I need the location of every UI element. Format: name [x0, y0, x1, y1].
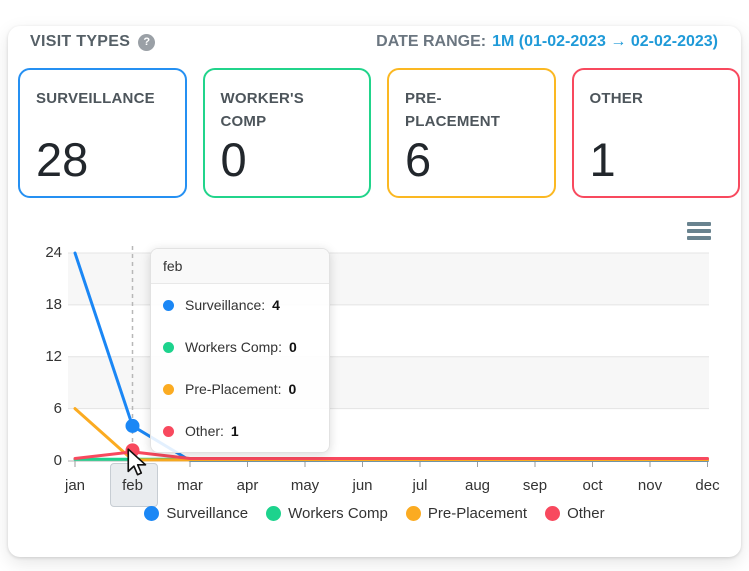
hamburger-bar	[687, 236, 711, 240]
legend-item-pre-placement[interactable]: Pre-Placement	[405, 505, 528, 522]
tooltip-title: feb	[151, 249, 329, 284]
pre-placement-legend-dot	[405, 506, 421, 521]
tooltip-series-value: 1	[230, 423, 239, 439]
card-other: OTHER 1	[571, 68, 740, 198]
y-axis-label: 0	[53, 451, 62, 469]
tooltip-series-name: Pre-Placement:	[185, 381, 282, 397]
hamburger-bar	[687, 229, 711, 233]
legend-label: Surveillance	[166, 505, 249, 522]
x-axis-label: nov	[637, 477, 663, 494]
tooltip-series-value: 0	[288, 381, 297, 397]
tooltip-series-dot	[163, 341, 174, 353]
x-axis-label: feb	[122, 477, 143, 494]
tooltip-series-value: 0	[288, 339, 297, 355]
card-workers-comp: WORKER'S COMP 0	[202, 68, 371, 198]
legend-label: Pre-Placement	[427, 505, 528, 522]
page-title: VISIT TYPES	[30, 33, 131, 50]
y-axis-label: 12	[45, 347, 62, 365]
summary-cards-row: SURVEILLANCE 28 WORKER'S COMP 0 PRE-PLAC…	[18, 68, 740, 198]
legend-item-other[interactable]: Other	[545, 505, 605, 522]
chart-menu-hamburger-icon[interactable]	[687, 222, 711, 240]
x-axis-label: sep	[522, 477, 548, 494]
card-label: SURVEILLANCE	[36, 90, 155, 107]
x-axis-label: jul	[412, 477, 428, 494]
card-value: 28	[36, 132, 89, 186]
x-axis-label: mar	[177, 477, 203, 494]
x-axis-label: may	[290, 477, 320, 494]
legend-label: Workers Comp	[288, 505, 388, 522]
tooltip-series-name: Surveillance:	[185, 297, 266, 313]
hamburger-bar	[687, 222, 711, 226]
widget-header-right: DATE RANGE: 1M (01-02-2023 → 02-02-2023)	[376, 33, 718, 51]
y-axis-label: 24	[45, 244, 62, 261]
x-axis-label: oct	[582, 477, 603, 494]
x-axis-label: jun	[352, 477, 373, 494]
tooltip-series-name: Workers Comp:	[185, 339, 282, 355]
workers-comp-legend-dot	[266, 506, 282, 521]
legend-item-workers-comp[interactable]: Workers Comp	[266, 505, 388, 522]
chart-tooltip: feb Surveillance: 4 Workers Comp: 0 Pre-Plac…	[150, 248, 330, 453]
card-pre-placement: PRE-PLACEMENT 6	[387, 68, 556, 198]
x-axis-label: aug	[464, 477, 491, 494]
tooltip-body: Surveillance: 4 Workers Comp: 0 Pre-Placemen…	[151, 284, 329, 452]
tooltip-series-dot	[163, 383, 174, 395]
tooltip-series-dot	[163, 299, 174, 311]
tooltip-row: Surveillance: 4	[151, 284, 329, 326]
card-value: 0	[220, 132, 247, 186]
widget-header-left: VISIT TYPES ?	[30, 33, 156, 51]
card-label: PRE-PLACEMENT	[405, 90, 501, 130]
x-axis-label: apr	[236, 477, 259, 494]
x-axis-label: dec	[695, 477, 720, 494]
tooltip-series-dot	[163, 425, 174, 437]
chart-legend: Surveillance Workers Comp Pre-Placement Oth…	[8, 505, 741, 522]
date-range-value[interactable]: 1M (01-02-2023 → 02-02-2023)	[492, 33, 718, 50]
y-axis-label: 18	[45, 295, 62, 313]
card-label: OTHER	[589, 90, 643, 107]
help-icon[interactable]: ?	[138, 33, 156, 51]
tooltip-row: Pre-Placement: 0	[151, 368, 329, 410]
date-range-label: DATE RANGE:	[376, 33, 487, 50]
tooltip-row: Workers Comp: 0	[151, 326, 329, 368]
card-value: 6	[405, 132, 432, 186]
tooltip-row: Other: 1	[151, 410, 329, 452]
card-value: 1	[589, 132, 616, 186]
other-legend-dot	[545, 506, 561, 521]
tooltip-series-value: 4	[272, 297, 280, 313]
legend-label: Other	[567, 505, 605, 522]
legend-item-surveillance[interactable]: Surveillance	[144, 505, 248, 522]
card-surveillance: SURVEILLANCE 28	[18, 68, 187, 198]
card-label: WORKER'S COMP	[220, 90, 304, 130]
surveillance-legend-dot	[144, 506, 160, 521]
tooltip-series-name: Other:	[185, 423, 224, 439]
y-axis-label: 6	[53, 399, 62, 417]
x-axis-label: jan	[64, 477, 86, 494]
